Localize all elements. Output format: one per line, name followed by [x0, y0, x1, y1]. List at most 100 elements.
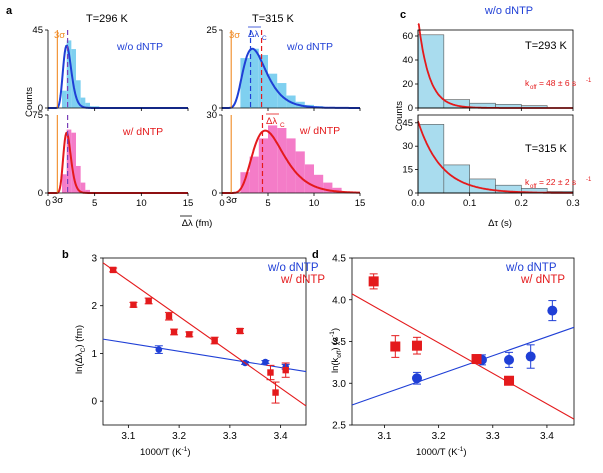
- legend-a-bottom-right: w/ dNTP: [299, 125, 340, 137]
- panel-a-label: a: [6, 5, 13, 17]
- hist-bar: [240, 58, 250, 108]
- panel-c-label: c: [400, 9, 406, 21]
- data-point-square: [471, 354, 482, 365]
- panel-a-xlabel: Δλ (fm): [180, 215, 213, 229]
- panel-c-temp-top: T=293 K: [525, 40, 568, 52]
- data-point-square: [165, 313, 173, 320]
- hist-bar: [258, 54, 268, 108]
- x-tick-label: 3.3: [486, 431, 500, 442]
- legend-b-red: w/ dNTP: [280, 274, 325, 286]
- svg-text:C: C: [262, 35, 267, 42]
- x-tick-label: 3.4: [274, 431, 288, 442]
- data-point-circle: [411, 373, 422, 384]
- svg-text:=: =: [539, 78, 544, 88]
- x-tick-label: 0: [219, 198, 224, 209]
- fit-line-red: [351, 293, 575, 420]
- hist-bar: [62, 90, 67, 108]
- three-sigma-label-tl: 3σ: [54, 30, 65, 41]
- fit-curve: [222, 129, 361, 194]
- x-tick-label: 5: [265, 198, 270, 209]
- legend-a-top-right: w/o dNTP: [286, 41, 333, 53]
- y-tick-label: 2: [91, 301, 97, 312]
- hist-bar: [85, 189, 90, 193]
- y-tick-label: 4.5: [332, 254, 346, 265]
- legend-a-top-left: w/o dNTP: [116, 41, 163, 53]
- scatter-b: 0 1 2 3 3.1 3.2 3.3 3.4: [91, 254, 307, 442]
- svg-text:48 ± 6 s: 48 ± 6 s: [546, 78, 576, 88]
- x-tick-label: 0.1: [463, 198, 476, 209]
- plot-frame: [417, 29, 574, 109]
- svg-text:Δλ (fm): Δλ (fm): [182, 218, 213, 229]
- data-point-circle: [525, 351, 536, 362]
- data-point-square: [145, 297, 152, 305]
- y-tick-label: 30: [206, 110, 217, 121]
- svg-text:ln(ΔλC) (fm): ln(ΔλC) (fm): [74, 325, 87, 374]
- data-point-square: [236, 327, 244, 335]
- panel-c-temp-bottom: T=315 K: [525, 143, 568, 155]
- legend-b-blue: w/o dNTP: [267, 262, 319, 274]
- data-point-square: [109, 266, 117, 274]
- hist-bar: [240, 172, 250, 193]
- dlambda-c-label-top: Δλ C: [248, 26, 267, 42]
- legend-d-red: w/ dNTP: [520, 274, 565, 286]
- data-point-square: [186, 331, 193, 338]
- histogram-a-top-right: 0 25: [206, 25, 361, 114]
- svg-text:-1: -1: [586, 177, 592, 183]
- y-tick-label: 30: [402, 141, 413, 152]
- hist-bar: [76, 80, 81, 108]
- hist-bar: [332, 187, 342, 193]
- data-point-square: [368, 276, 379, 287]
- hist-bar: [249, 48, 259, 108]
- x-tick-label: 3.1: [121, 431, 135, 442]
- hist-bar: [295, 151, 305, 193]
- svg-text:k: k: [525, 177, 530, 187]
- y-tick-label: 0: [212, 103, 217, 114]
- three-sigma-label-br: 3σ: [226, 195, 237, 206]
- panel-a-ylabel: Counts: [24, 87, 35, 117]
- panel-c-ylabel: Counts: [394, 101, 405, 131]
- hist-bar: [277, 128, 287, 193]
- panel-a-temp-left: T=296 K: [86, 13, 129, 25]
- hist-bar: [314, 174, 324, 193]
- x-tick-label: 10: [136, 198, 147, 209]
- hist-bar: [80, 182, 86, 193]
- data-point-circle: [547, 305, 558, 316]
- histogram-c-bottom: 0 15 30 45 0.0 0.1 0.2 0.3: [402, 114, 580, 209]
- y-tick-label: 40: [402, 55, 413, 66]
- svg-text:off: off: [530, 184, 537, 190]
- svg-text:Δλ: Δλ: [266, 116, 277, 127]
- three-sigma-label-tr: 3σ: [229, 30, 240, 41]
- hist-bar: [268, 125, 278, 193]
- svg-text:-1: -1: [586, 78, 592, 84]
- hist-bar: [80, 97, 86, 108]
- histogram-a-top-left: 0 45: [32, 25, 189, 114]
- hist-bar: [62, 174, 67, 193]
- hist-bar: [71, 49, 76, 108]
- data-point-circle: [504, 354, 515, 365]
- svg-text:22 ± 2 s: 22 ± 2 s: [546, 177, 576, 187]
- data-point-circle: [262, 358, 269, 366]
- panel-d-xlabel: 1000/T (K-1): [416, 446, 467, 458]
- y-tick-label: 25: [206, 25, 217, 36]
- x-tick-label: 15: [355, 198, 366, 209]
- plot-frame: [102, 257, 307, 426]
- x-tick-label: 0.0: [411, 198, 424, 209]
- y-tick-label: 0: [38, 188, 43, 199]
- fit-line-blue: [351, 326, 575, 406]
- hist-bar: [249, 156, 259, 193]
- fit-line-blue: [102, 338, 307, 373]
- data-point-square: [267, 369, 274, 376]
- y-tick-label: 2.5: [332, 421, 346, 432]
- y-tick-label: 75: [32, 110, 43, 121]
- data-point-square: [211, 337, 218, 344]
- x-tick-label: 0.3: [566, 198, 579, 209]
- data-point-square: [130, 301, 137, 308]
- y-tick-label: 3.5: [332, 337, 346, 348]
- y-tick-label: 3.0: [332, 379, 346, 390]
- plot-frame: [417, 114, 574, 194]
- svg-text:C: C: [280, 122, 285, 129]
- panel-c-title: w/o dNTP: [484, 5, 533, 17]
- data-point-square: [390, 341, 401, 352]
- scatter-d: 2.5 3.0 3.5 4.0 4.5 3.1 3.2 3.3 3.4: [332, 254, 575, 442]
